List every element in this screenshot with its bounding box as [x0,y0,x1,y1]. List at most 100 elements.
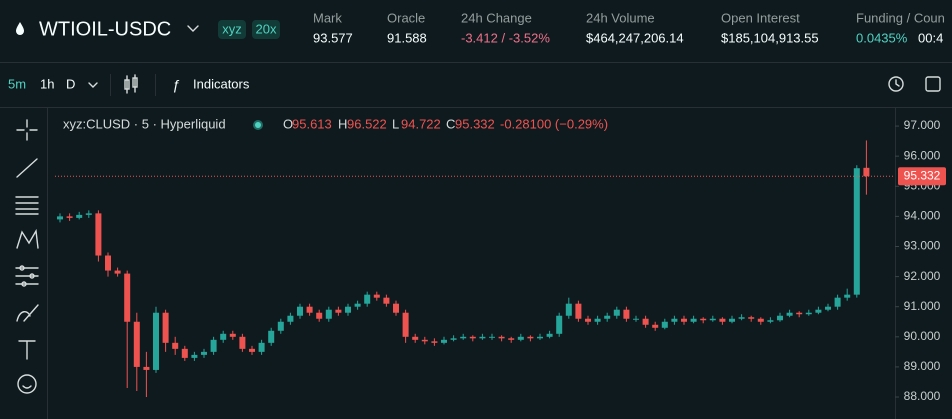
candle-body [517,336,524,340]
ohlc-legend: O95.613 H 96.522 L 94.722 C 95.332 -0.28100 (−0… [283,116,608,131]
candle-body [537,336,543,339]
candle-body [460,336,467,339]
candle-body [652,324,659,328]
status-dot [255,122,261,128]
candle-body [114,270,121,274]
candle-body [66,216,73,218]
legend-value: 95.332 [455,116,495,131]
stat-value: 93.577 [313,30,353,45]
candle-body [143,366,150,370]
chart-type-icon[interactable] [124,74,138,94]
candle-body [479,336,486,339]
y-tick-label: 90.000 [904,329,941,343]
candle-body [834,297,841,307]
badge [218,20,246,39]
candle-body [498,336,505,339]
stat-value: 91.588 [387,30,427,45]
interval-dropdown[interactable] [88,82,98,88]
candle-body [681,318,687,322]
candle-body [76,214,83,218]
candle-body [757,318,764,322]
candle-body [133,321,140,367]
interval[interactable]: 1h [40,76,54,91]
candle-body [863,167,870,177]
candle-body [95,213,102,256]
legend-value: 96.522 [347,116,387,131]
stat-value: $185,104,913.55 [721,30,819,45]
candle-body [777,315,783,321]
candle-body [85,213,92,215]
candle-body [441,339,447,343]
y-tick-label: 93.000 [904,239,941,253]
candle-body [767,320,774,322]
pattern-tool[interactable] [16,228,39,249]
candle-body [815,309,822,313]
crosshair-tool[interactable] [16,119,38,141]
candle-body [393,303,399,313]
candle-body [172,342,179,349]
candle-body [316,312,323,319]
candle-body [661,321,668,328]
indicators-button[interactable]: Indicators [193,76,250,91]
candle-body [421,339,428,342]
candle-body [575,303,582,319]
y-tick-label: 89.000 [904,359,941,373]
y-tick-label: 94.000 [904,209,941,223]
legend-key: O [283,116,293,131]
candle-body [297,306,303,316]
candle-body [354,303,361,307]
interval[interactable]: D [66,76,75,91]
candle-body [613,309,620,316]
stat-label: Mark [313,10,342,25]
candle-body [738,317,745,319]
emoji-tool[interactable] [17,374,37,394]
candle-body [796,312,803,315]
hlines-tool[interactable] [15,196,39,215]
stat-label: 24h Change [461,10,532,25]
badge-text: xyz [222,21,242,36]
stat-label: Open Interest [721,10,800,25]
y-tick-label: 88.000 [904,389,941,403]
measure-tool[interactable] [15,265,39,287]
text-tool[interactable] [18,340,36,360]
candle-body [210,339,217,352]
candle-body [229,333,236,337]
candle-body [402,312,409,337]
candle-body [748,317,755,319]
stat-label: Funding / Coun [856,10,945,25]
fx-icon[interactable]: ƒ [172,77,180,93]
candle-body [556,315,563,334]
candle-body [469,336,476,339]
candle-body [853,168,860,295]
dropdown-icon[interactable] [187,25,199,32]
candle-body [249,348,255,352]
candle-body [373,294,380,298]
candle-body [671,318,678,322]
asset-icon [16,22,24,35]
legend-change: -0.28100 (−0.29%) [500,116,608,131]
fullscreen-icon[interactable] [925,76,941,92]
stat-value: -3.412 / -3.52% [461,30,550,45]
candle-body [489,336,495,338]
legend-key: H [338,116,347,131]
market-title[interactable]: WTIOIL-USDC [39,18,171,40]
candle-body [594,318,601,322]
candle-body [191,354,198,358]
candle-body [585,318,591,322]
brush-tool[interactable] [16,304,39,322]
legend-value: 95.613 [292,116,332,131]
candle-body [306,306,313,313]
candle-body [709,318,716,321]
symbol: xyz:CLUSD · 5 · Hyperliquid [63,116,226,131]
price-tag [898,167,946,186]
candle-body [565,303,572,316]
line-tool[interactable] [16,158,38,178]
interval[interactable]: 5m [8,76,26,91]
replay-icon[interactable] [888,76,904,92]
candle-body [220,333,227,340]
candle-body [162,312,169,343]
candle-body [604,315,611,319]
candle-body [805,312,812,315]
y-tick-label: 92.000 [904,269,941,283]
badge-text: 20x [256,21,277,36]
